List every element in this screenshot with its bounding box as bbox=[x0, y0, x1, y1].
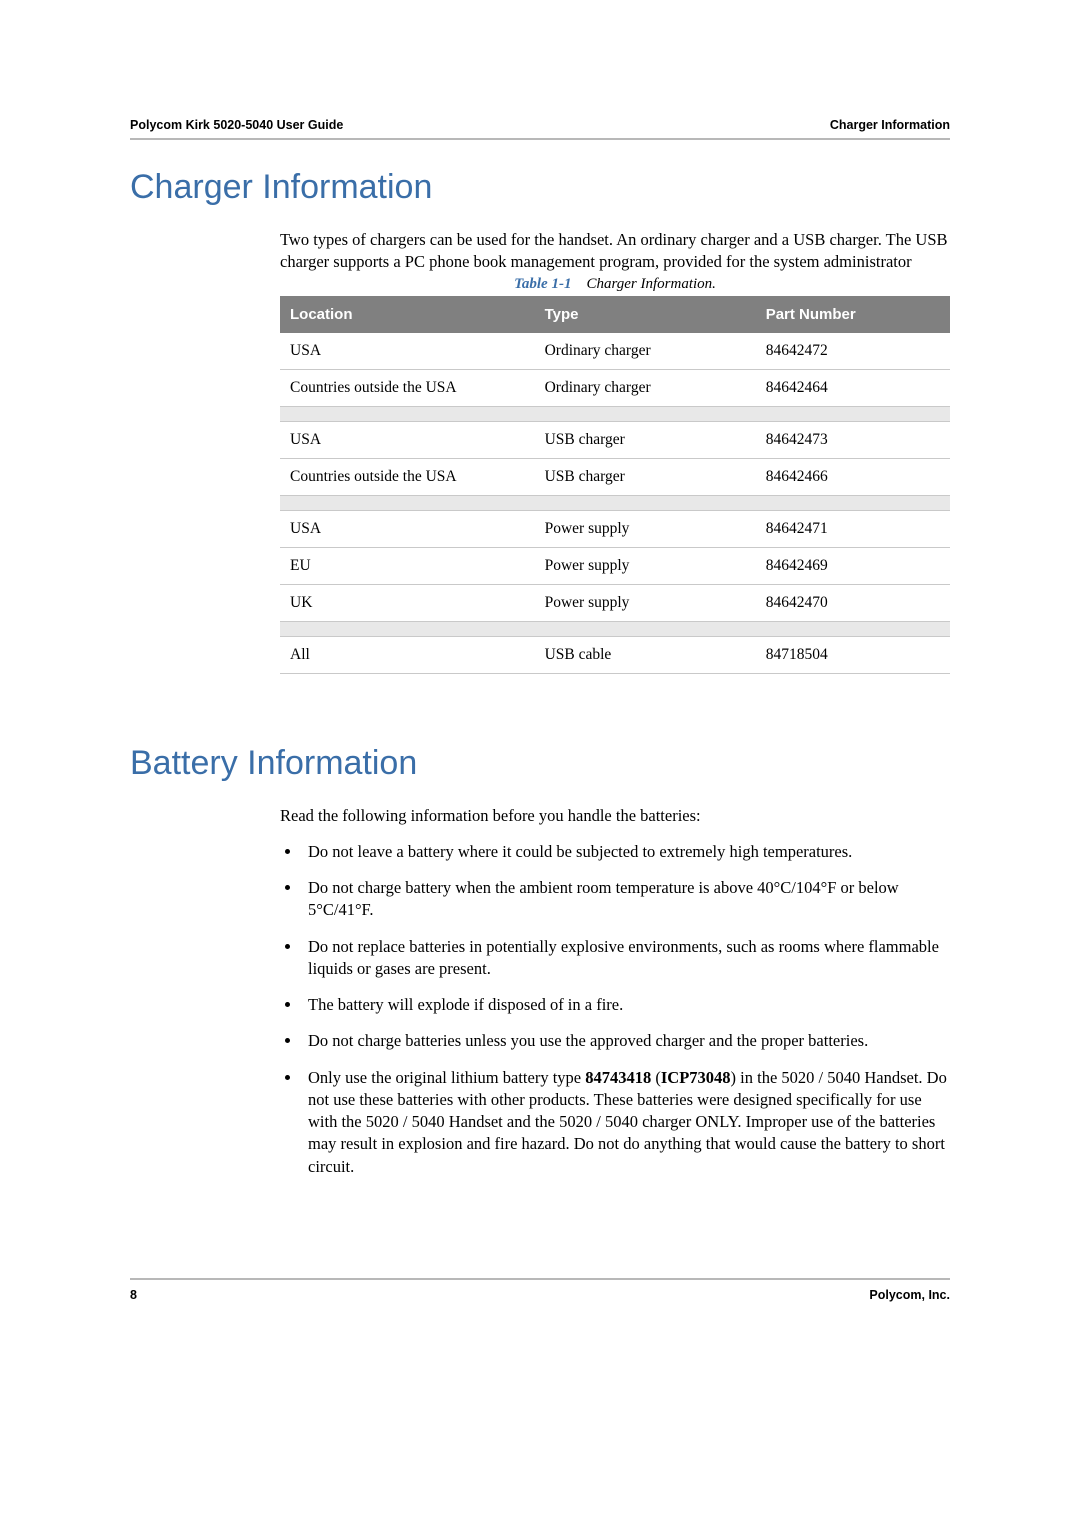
list-item: Do not charge battery when the ambient r… bbox=[302, 877, 950, 922]
cell-loc: All bbox=[280, 636, 535, 673]
charger-table: Location Type Part Number USAOrdinary ch… bbox=[280, 296, 950, 674]
cell-loc: UK bbox=[280, 584, 535, 621]
cell-part: 84642466 bbox=[756, 458, 950, 495]
table-row: AllUSB cable84718504 bbox=[280, 636, 950, 673]
cell-type: Power supply bbox=[535, 584, 756, 621]
cell-part: 84718504 bbox=[756, 636, 950, 673]
table-row: UKPower supply84642470 bbox=[280, 584, 950, 621]
cell-loc: USA bbox=[280, 510, 535, 547]
table-caption: Table 1-1 Charger Information. bbox=[280, 276, 950, 293]
cell-part: 84642473 bbox=[756, 421, 950, 458]
header-left: Polycom Kirk 5020-5040 User Guide bbox=[130, 118, 343, 132]
list-item: Only use the original lithium battery ty… bbox=[302, 1067, 950, 1178]
section-title-charger: Charger Information bbox=[130, 168, 950, 207]
cell-part: 84642464 bbox=[756, 369, 950, 406]
table-row: USAOrdinary charger84642472 bbox=[280, 333, 950, 370]
cell-part: 84642471 bbox=[756, 510, 950, 547]
cell-type: USB cable bbox=[535, 636, 756, 673]
table-separator bbox=[280, 495, 950, 510]
cell-part: 84642472 bbox=[756, 333, 950, 370]
page-footer: 8 Polycom, Inc. bbox=[130, 1278, 950, 1302]
list-item: Do not leave a battery where it could be… bbox=[302, 841, 950, 863]
page-header: Polycom Kirk 5020-5040 User Guide Charge… bbox=[130, 118, 950, 140]
table-row: USAPower supply84642471 bbox=[280, 510, 950, 547]
cell-part: 84642470 bbox=[756, 584, 950, 621]
table-row: Countries outside the USAOrdinary charge… bbox=[280, 369, 950, 406]
section-title-battery: Battery Information bbox=[130, 744, 950, 783]
table-caption-text: Charger Information. bbox=[586, 276, 715, 292]
cell-loc: USA bbox=[280, 421, 535, 458]
footer-right: Polycom, Inc. bbox=[869, 1288, 950, 1302]
col-header-location: Location bbox=[280, 296, 535, 333]
cell-type: Ordinary charger bbox=[535, 369, 756, 406]
col-header-type: Type bbox=[535, 296, 756, 333]
table-row: Countries outside the USAUSB charger8464… bbox=[280, 458, 950, 495]
cell-loc: Countries outside the USA bbox=[280, 369, 535, 406]
table-row: EUPower supply84642469 bbox=[280, 547, 950, 584]
table-separator bbox=[280, 406, 950, 421]
cell-type: Ordinary charger bbox=[535, 333, 756, 370]
list-item: Do not charge batteries unless you use t… bbox=[302, 1030, 950, 1052]
cell-part: 84642469 bbox=[756, 547, 950, 584]
list-item: The battery will explode if disposed of … bbox=[302, 994, 950, 1016]
footer-page-number: 8 bbox=[130, 1288, 137, 1302]
cell-type: Power supply bbox=[535, 510, 756, 547]
col-header-part: Part Number bbox=[756, 296, 950, 333]
table-caption-label: Table 1-1 bbox=[514, 276, 571, 292]
list-item: Do not replace batteries in potentially … bbox=[302, 936, 950, 981]
cell-type: Power supply bbox=[535, 547, 756, 584]
charger-intro: Two types of chargers can be used for th… bbox=[280, 229, 950, 274]
table-separator bbox=[280, 621, 950, 636]
cell-loc: EU bbox=[280, 547, 535, 584]
cell-loc: USA bbox=[280, 333, 535, 370]
cell-type: USB charger bbox=[535, 421, 756, 458]
battery-intro: Read the following information before yo… bbox=[280, 805, 950, 827]
battery-list: Do not leave a battery where it could be… bbox=[280, 841, 950, 1178]
cell-type: USB charger bbox=[535, 458, 756, 495]
cell-loc: Countries outside the USA bbox=[280, 458, 535, 495]
header-right: Charger Information bbox=[830, 118, 950, 132]
table-row: USAUSB charger84642473 bbox=[280, 421, 950, 458]
